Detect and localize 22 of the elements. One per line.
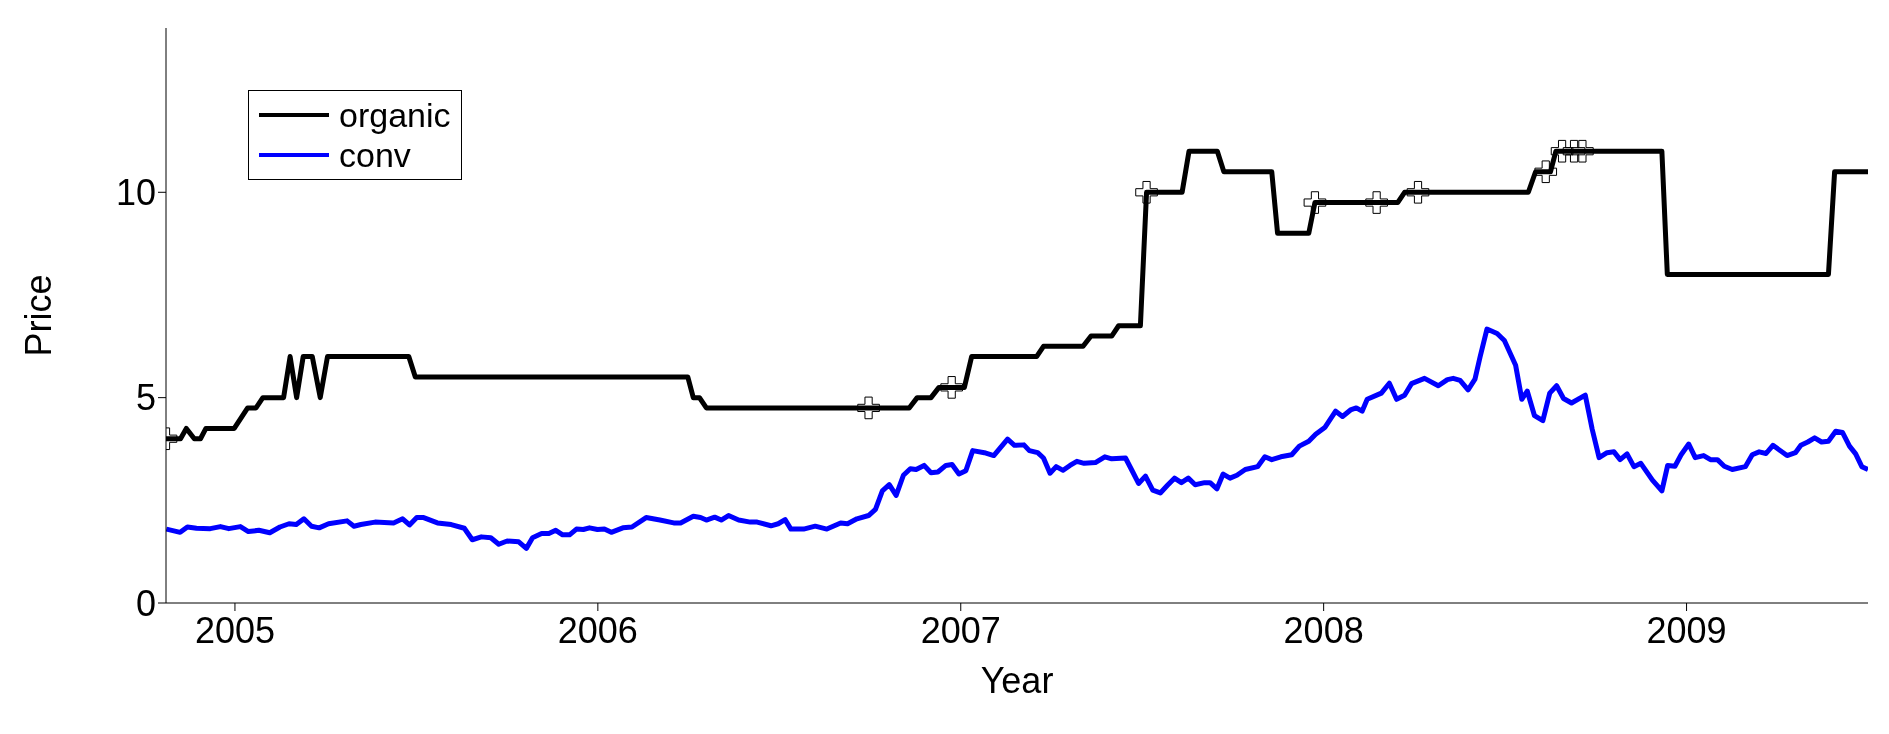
point	[857, 396, 880, 420]
point	[1562, 139, 1586, 163]
y-tick-label: 5	[135, 377, 156, 419]
point	[1303, 191, 1327, 214]
point	[1406, 180, 1430, 204]
y-tick-label: 10	[115, 172, 156, 214]
x-tick-label: 2005	[194, 609, 275, 651]
point	[1365, 191, 1388, 214]
point	[1534, 160, 1558, 184]
x-tick-label: 2006	[557, 609, 638, 651]
point	[1135, 180, 1158, 204]
x-tick-label: 2007	[920, 609, 1001, 651]
y-axis-title: Price	[17, 274, 59, 357]
y-tick-label: 0	[135, 582, 156, 624]
point	[1550, 139, 1574, 163]
x-axis-title: Year	[980, 660, 1054, 701]
x-tick-label: 2009	[1646, 609, 1727, 651]
point	[940, 376, 963, 399]
legend-label: conv	[339, 135, 411, 175]
x-tick-label: 2008	[1283, 609, 1364, 651]
legend-label: organic	[339, 95, 451, 135]
point	[1571, 139, 1594, 163]
